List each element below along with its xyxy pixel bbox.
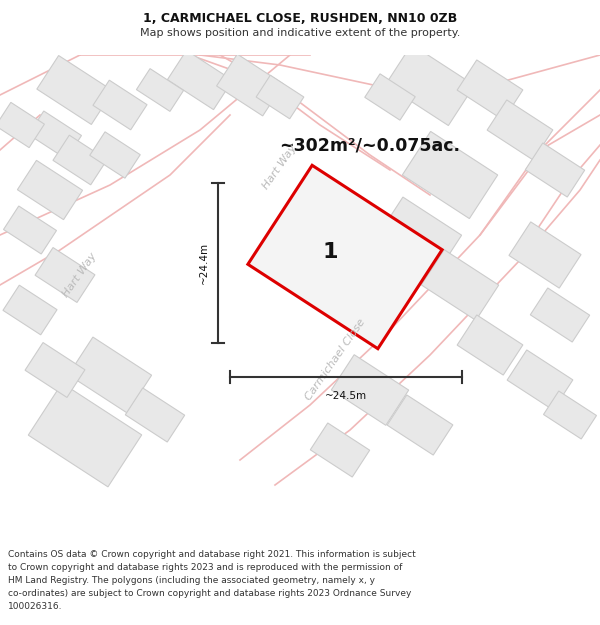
Polygon shape <box>526 143 584 197</box>
Polygon shape <box>385 44 475 126</box>
Polygon shape <box>487 100 553 160</box>
Polygon shape <box>17 161 83 219</box>
Text: Map shows position and indicative extent of the property.: Map shows position and indicative extent… <box>140 29 460 39</box>
Polygon shape <box>35 248 95 302</box>
Polygon shape <box>331 354 409 426</box>
Text: ~24.4m: ~24.4m <box>199 242 209 284</box>
Polygon shape <box>387 395 453 455</box>
Text: 1, CARMICHAEL CLOSE, RUSHDEN, NN10 0ZB: 1, CARMICHAEL CLOSE, RUSHDEN, NN10 0ZB <box>143 12 457 25</box>
Text: Contains OS data © Crown copyright and database right 2021. This information is : Contains OS data © Crown copyright and d… <box>8 550 416 559</box>
Polygon shape <box>457 60 523 120</box>
Polygon shape <box>136 69 184 111</box>
Polygon shape <box>544 391 596 439</box>
Polygon shape <box>29 111 82 159</box>
Text: Hart Way: Hart Way <box>261 143 299 191</box>
Polygon shape <box>125 388 185 442</box>
Polygon shape <box>256 75 304 119</box>
Polygon shape <box>167 51 233 109</box>
Polygon shape <box>457 315 523 375</box>
Polygon shape <box>90 132 140 178</box>
Polygon shape <box>93 80 147 130</box>
Polygon shape <box>402 131 498 219</box>
Text: ~302m²/~0.075ac.: ~302m²/~0.075ac. <box>280 136 461 154</box>
Polygon shape <box>421 249 499 321</box>
Text: co-ordinates) are subject to Crown copyright and database rights 2023 Ordnance S: co-ordinates) are subject to Crown copyr… <box>8 589 412 598</box>
Polygon shape <box>0 102 44 148</box>
Polygon shape <box>507 350 573 410</box>
Polygon shape <box>3 285 57 335</box>
Polygon shape <box>379 197 461 273</box>
Polygon shape <box>68 337 152 413</box>
Polygon shape <box>365 74 415 120</box>
Polygon shape <box>53 135 107 185</box>
Text: ~24.5m: ~24.5m <box>325 391 367 401</box>
Text: to Crown copyright and database rights 2023 and is reproduced with the permissio: to Crown copyright and database rights 2… <box>8 563 403 572</box>
Polygon shape <box>217 54 283 116</box>
Polygon shape <box>4 206 56 254</box>
Polygon shape <box>248 165 442 349</box>
Polygon shape <box>530 288 590 342</box>
Polygon shape <box>25 342 85 398</box>
Polygon shape <box>37 56 113 124</box>
Text: Hart Way: Hart Way <box>61 251 99 299</box>
Text: 100026316.: 100026316. <box>8 602 62 611</box>
Polygon shape <box>310 423 370 477</box>
Polygon shape <box>28 383 142 487</box>
Text: 1: 1 <box>322 242 338 262</box>
Polygon shape <box>509 222 581 288</box>
Text: Carmichael Close: Carmichael Close <box>303 318 367 402</box>
Text: HM Land Registry. The polygons (including the associated geometry, namely x, y: HM Land Registry. The polygons (includin… <box>8 576 375 585</box>
